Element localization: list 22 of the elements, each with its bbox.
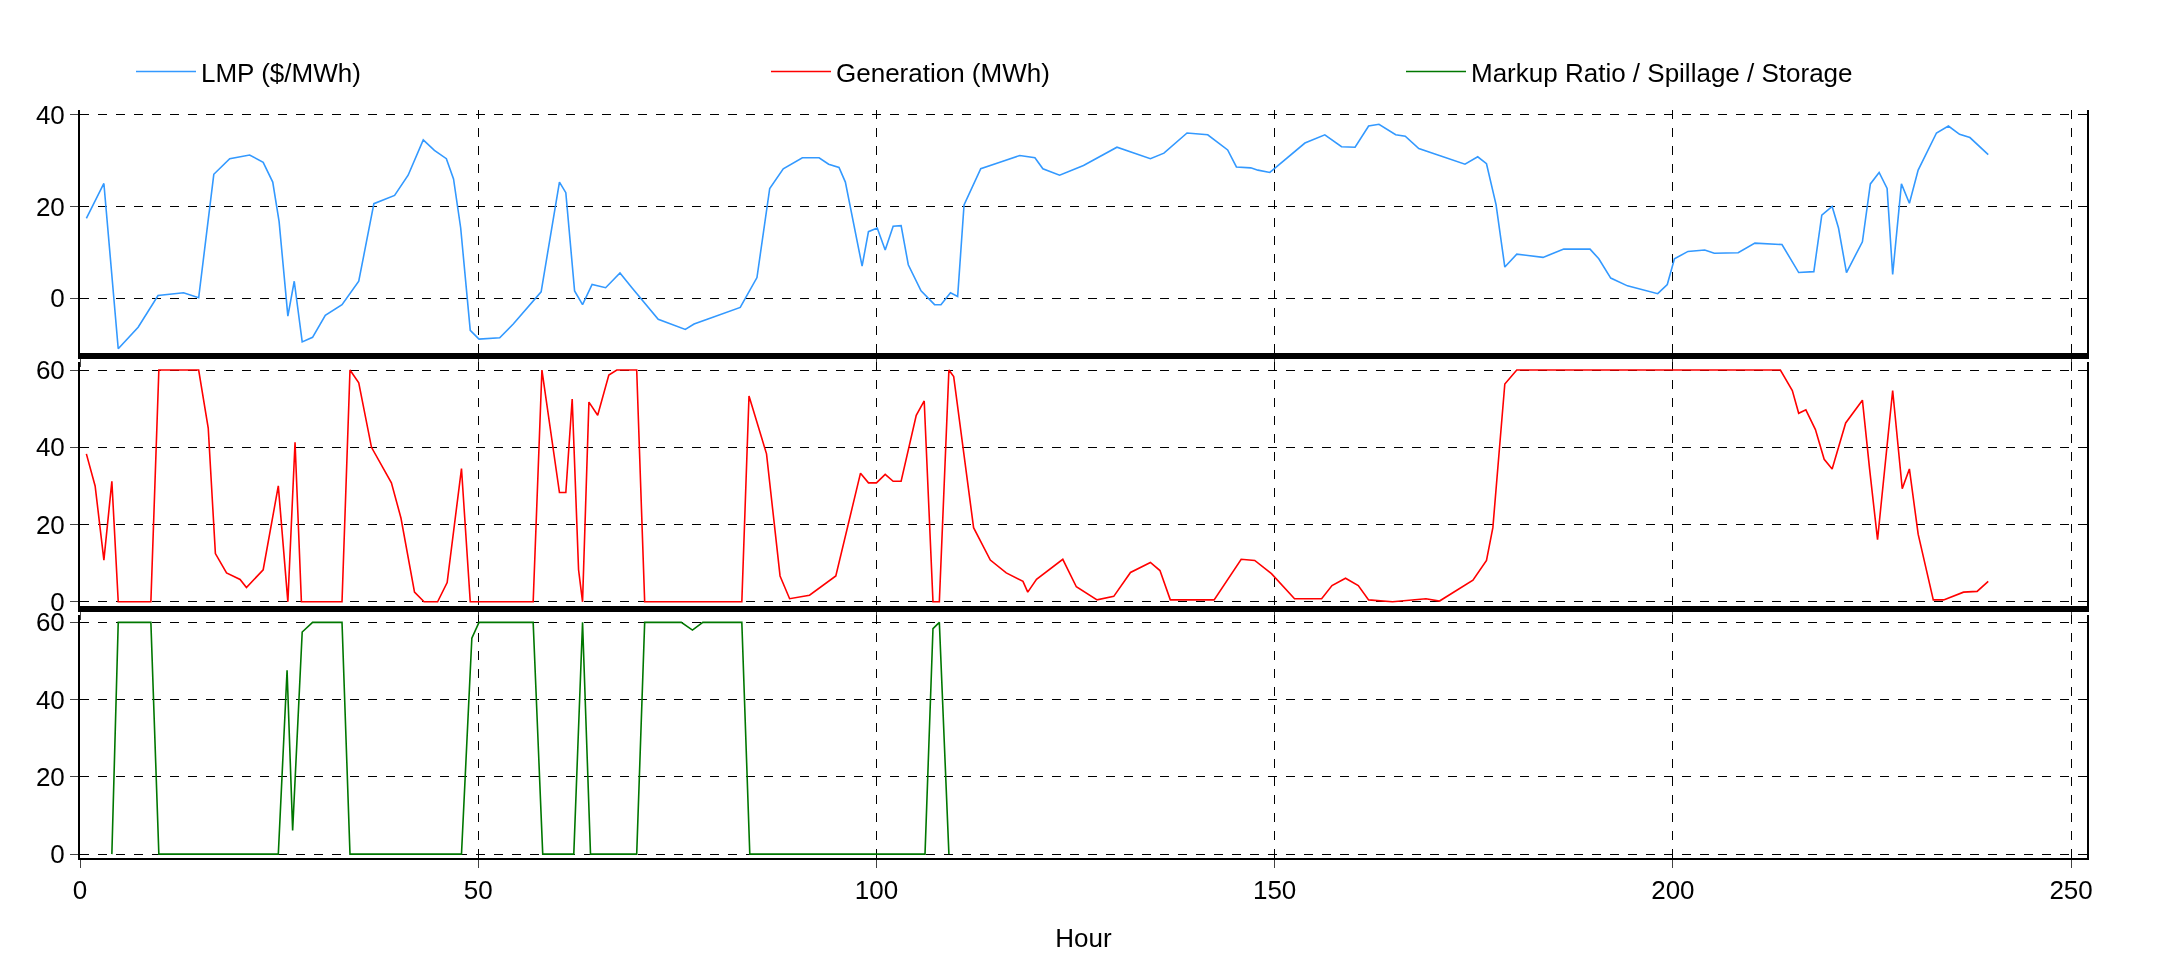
- x-axis-title: Hour: [1055, 923, 1113, 953]
- x-tick-label: 150: [1252, 875, 1297, 906]
- x-tick-label: 50: [463, 875, 493, 906]
- legend-label: Generation (MWh): [836, 57, 1050, 88]
- legend-label: LMP ($/MWh): [201, 57, 361, 88]
- line-series: [111, 621, 950, 855]
- y-tick-label: 0: [50, 839, 65, 870]
- y-tick-label: 40: [35, 684, 65, 715]
- x-tick-label: 250: [2049, 875, 2093, 906]
- legend-label: Markup Ratio / Spillage / Storage: [1471, 57, 1853, 88]
- y-tick-label: 0: [50, 283, 65, 314]
- y-tick-label: 40: [35, 432, 65, 463]
- y-tick-label: 20: [35, 761, 65, 792]
- x-tick-label: 0: [72, 875, 88, 906]
- y-tick-label: 20: [35, 191, 65, 222]
- x-tick-label: 100: [854, 875, 899, 906]
- line-series: [85, 369, 1990, 603]
- y-tick-label: 40: [35, 99, 65, 130]
- x-tick-label: 200: [1651, 875, 1695, 906]
- y-tick-label: 20: [35, 509, 65, 540]
- y-tick-label: 60: [35, 355, 65, 386]
- line-series: [85, 123, 1990, 350]
